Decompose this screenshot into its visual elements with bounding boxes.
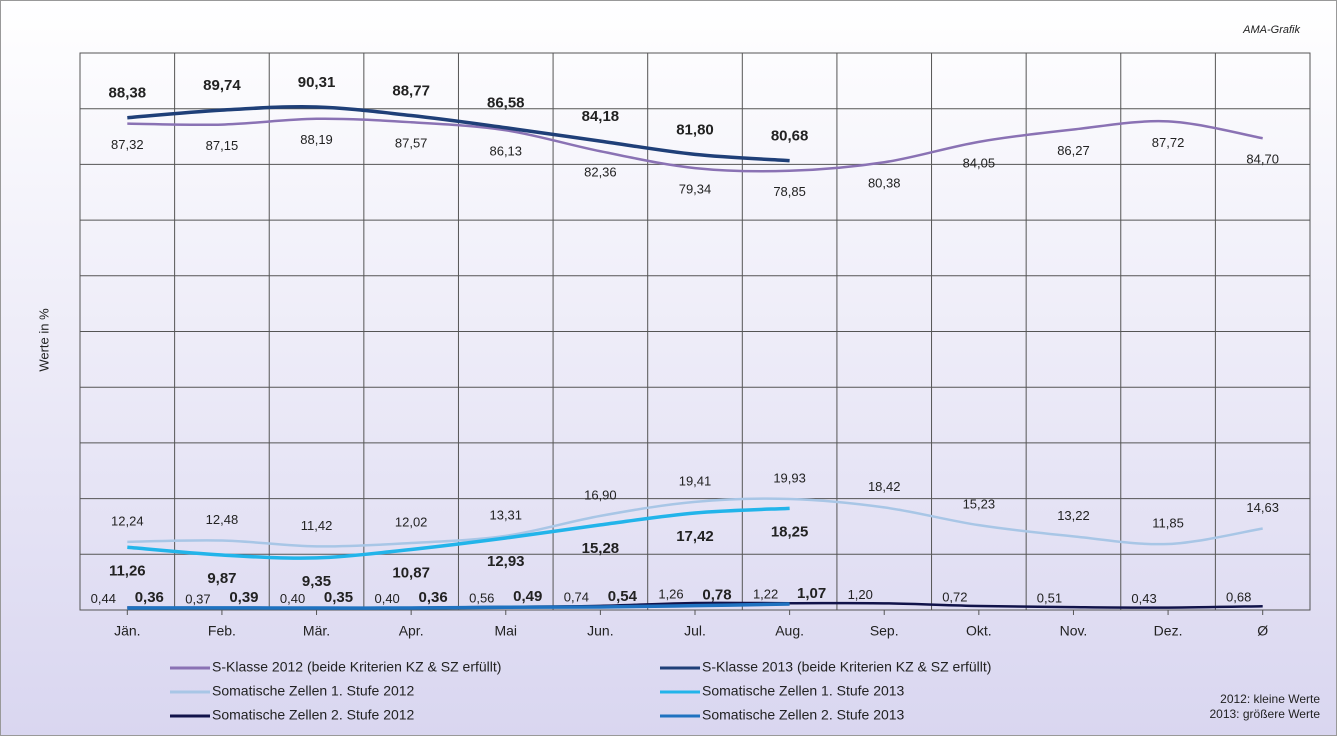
data-label: 0,74 <box>564 589 589 604</box>
data-label: 89,74 <box>203 77 241 94</box>
data-label: 1,07 <box>797 585 826 602</box>
data-label: 87,57 <box>395 136 428 151</box>
data-label: 78,85 <box>773 184 806 199</box>
x-tick-label: Mär. <box>303 623 330 639</box>
data-label: 0,39 <box>229 589 258 606</box>
data-label: 15,28 <box>582 540 620 557</box>
data-label: 19,41 <box>679 473 712 488</box>
data-label: 90,31 <box>298 74 336 91</box>
data-label: 16,90 <box>584 487 617 502</box>
x-tick-label: Aug. <box>775 623 804 639</box>
x-tick-label: Apr. <box>399 623 424 639</box>
legend-label: S-Klasse 2013 (beide Kriterien KZ & SZ e… <box>702 659 991 675</box>
data-label: 79,34 <box>679 182 712 197</box>
legend-label: Somatische Zellen 2. Stufe 2013 <box>702 707 905 723</box>
data-label: 86,27 <box>1057 143 1090 158</box>
x-tick-label: Okt. <box>966 623 992 639</box>
data-label: 0,44 <box>91 591 116 606</box>
data-label: 12,48 <box>206 512 239 527</box>
data-label: 9,87 <box>207 570 236 587</box>
data-label: 0,40 <box>374 591 399 606</box>
data-label: 18,25 <box>771 523 809 540</box>
data-label: 12,93 <box>487 553 525 570</box>
series-line <box>127 117 1263 173</box>
data-label: 1,20 <box>848 587 873 602</box>
data-label: 0,49 <box>513 588 542 605</box>
plot-frame <box>79 52 1311 611</box>
series-line <box>127 602 790 610</box>
data-label: 13,31 <box>489 507 522 522</box>
data-label: 12,24 <box>111 513 144 528</box>
data-label: 0,68 <box>1226 590 1251 605</box>
data-label: 80,68 <box>771 128 809 145</box>
data-label: 0,51 <box>1037 591 1062 606</box>
y-axis-label: Werte in % <box>36 308 51 372</box>
data-label: 0,36 <box>135 589 164 606</box>
x-tick-label: Mai <box>494 623 517 639</box>
data-label: 9,35 <box>302 573 331 590</box>
data-label: 14,63 <box>1246 500 1279 515</box>
data-label: 84,70 <box>1246 152 1279 167</box>
series-line <box>127 497 1263 548</box>
data-label: 0,43 <box>1131 591 1156 606</box>
x-tick-label: Feb. <box>208 623 236 639</box>
legend-label: Somatische Zellen 2. Stufe 2012 <box>212 707 415 723</box>
data-label: 17,42 <box>676 528 714 545</box>
data-label: 87,15 <box>206 138 239 153</box>
data-label: 81,80 <box>676 121 714 138</box>
data-label: 0,56 <box>469 590 494 605</box>
x-tick-label: Nov. <box>1060 623 1088 639</box>
x-tick-label: Jul. <box>684 623 706 639</box>
data-label: 0,37 <box>185 591 210 606</box>
data-label: 87,32 <box>111 137 144 152</box>
data-label: 10,87 <box>392 564 430 581</box>
x-tick-label: Jun. <box>587 623 613 639</box>
legend-label: Somatische Zellen 1. Stufe 2012 <box>212 683 415 699</box>
data-label: 0,78 <box>702 587 731 604</box>
data-label: 1,22 <box>753 587 778 602</box>
data-label: 80,38 <box>868 176 901 191</box>
data-label: 84,05 <box>963 155 996 170</box>
data-label: 84,18 <box>582 108 620 125</box>
note: 2013: größere Werte <box>1209 707 1320 721</box>
data-label: 88,77 <box>392 83 430 100</box>
data-label: 86,58 <box>487 95 525 112</box>
data-label: 0,72 <box>942 589 967 604</box>
data-label: 87,72 <box>1152 135 1185 150</box>
data-label: 15,23 <box>963 497 996 512</box>
data-label: 12,02 <box>395 514 428 529</box>
legend-label: Somatische Zellen 1. Stufe 2013 <box>702 683 905 699</box>
data-label: 11,85 <box>1152 515 1184 530</box>
x-tick-label: Dez. <box>1154 623 1183 639</box>
data-label: 18,42 <box>868 479 901 494</box>
data-label: 88,38 <box>109 85 147 102</box>
data-label: 82,36 <box>584 165 617 180</box>
data-label: 11,26 <box>109 562 146 579</box>
x-tick-label: Jän. <box>114 623 140 639</box>
data-label: 1,26 <box>658 586 683 601</box>
data-label: 0,36 <box>419 589 448 606</box>
series-line <box>127 105 790 163</box>
note: 2012: kleine Werte <box>1220 692 1320 706</box>
data-label: 11,42 <box>301 518 333 533</box>
source: AMA-Grafik <box>1242 24 1300 36</box>
series-line <box>127 506 790 560</box>
data-label: 0,54 <box>608 588 638 605</box>
data-label: 0,40 <box>280 591 305 606</box>
legend-label: S-Klasse 2012 (beide Kriterien KZ & SZ e… <box>212 659 501 675</box>
x-tick-label: Sep. <box>870 623 899 639</box>
data-label: 86,13 <box>489 144 522 159</box>
data-label: 88,19 <box>300 132 333 147</box>
data-label: 13,22 <box>1057 508 1090 523</box>
data-label: 19,93 <box>773 470 806 485</box>
x-tick-label: Ø <box>1257 623 1268 639</box>
data-label: 0,35 <box>324 589 353 606</box>
